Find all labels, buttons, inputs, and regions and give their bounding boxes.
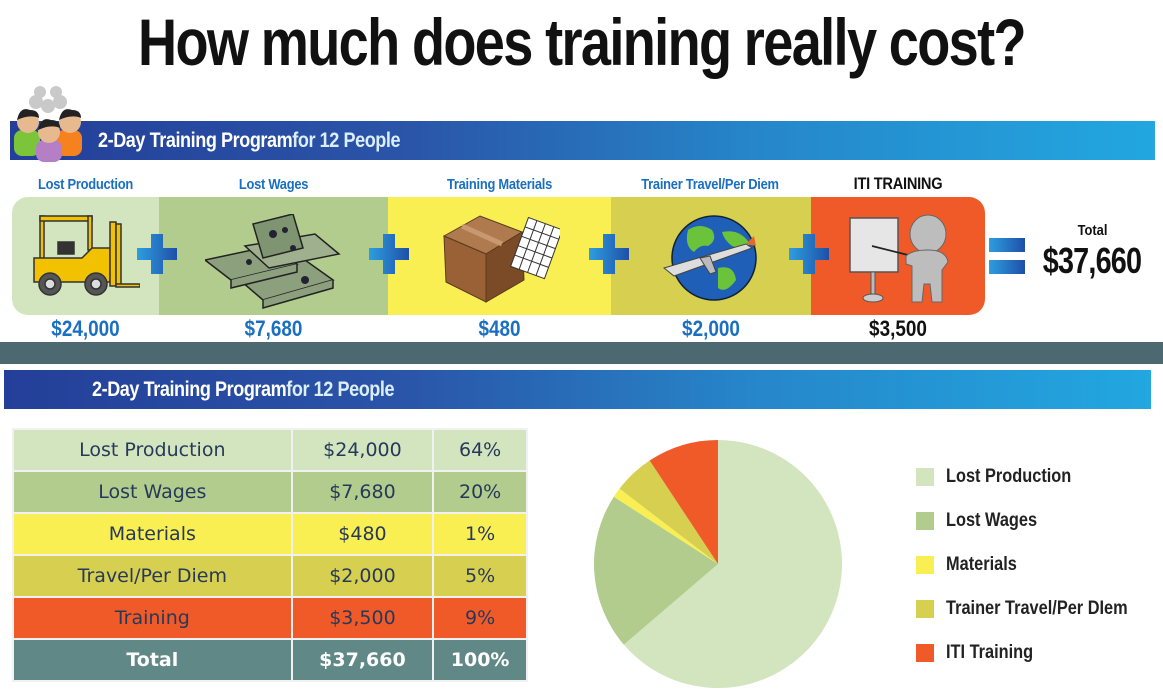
money-stack-icon	[205, 214, 341, 309]
legend-swatch	[916, 512, 934, 530]
category-label-iti-training: ITI TRAINING	[853, 174, 943, 193]
page-title: How much does training really cost?	[138, 5, 1027, 79]
pie-slice-materials	[613, 488, 718, 564]
legend-swatch	[916, 600, 934, 618]
cost-breakdown-table: Lost Production $24,000 64% Lost Wages $…	[12, 428, 528, 682]
legend-item: Materials	[916, 543, 1157, 587]
row-percent: 1%	[432, 512, 528, 556]
total-label: Total	[1077, 222, 1108, 239]
banner-title-main: 2-Day Training Program	[98, 128, 293, 152]
plus-icon	[789, 234, 829, 274]
plus-icon	[369, 234, 409, 274]
total-value: $37,660	[1042, 240, 1142, 281]
banner-title-suffix: for 12 People	[292, 128, 401, 152]
row-label: Travel/Per Diem	[12, 554, 293, 598]
section-divider	[0, 342, 1163, 364]
legend-item: ITI Training	[916, 631, 1157, 675]
cost-pie-chart	[594, 440, 842, 688]
total-row-percent: 100%	[432, 638, 528, 682]
plus-icon	[137, 234, 177, 274]
amount-iti-training: $3,500	[869, 316, 927, 341]
chart-legend: Lost Production Lost Wages Materials Traine…	[916, 455, 1157, 675]
legend-item: Trainer Travel/Per DIem	[916, 587, 1157, 631]
equals-icon	[989, 238, 1025, 274]
amount-training-materials: $480	[478, 316, 521, 341]
people-group-icon	[14, 86, 82, 162]
table-row: Materials $480 1%	[12, 512, 528, 556]
bottom-banner: 2-Day Training Program for 12 People	[4, 370, 1151, 409]
plus-icon	[589, 234, 629, 274]
legend-label: Trainer Travel/Per DIem	[946, 598, 1128, 619]
total-row-label: Total	[12, 638, 293, 682]
table-row: Lost Wages $7,680 20%	[12, 470, 528, 514]
table-total-row: Total $37,660 100%	[12, 638, 528, 682]
legend-label: Materials	[946, 554, 1017, 575]
row-percent: 5%	[432, 554, 528, 598]
legend-swatch	[916, 468, 934, 486]
row-percent: 9%	[432, 596, 528, 640]
table-row: Travel/Per Diem $2,000 5%	[12, 554, 528, 598]
forklift-icon	[33, 215, 140, 296]
box-and-paper-icon	[442, 215, 560, 303]
row-value: $24,000	[290, 428, 435, 472]
amount-lost-wages: $7,680	[244, 316, 303, 341]
legend-label: ITI Training	[946, 642, 1034, 663]
row-label: Training	[12, 596, 293, 640]
row-value: $7,680	[290, 470, 435, 514]
row-percent: 64%	[432, 428, 528, 472]
banner-title-suffix: for 12 People	[286, 377, 395, 401]
row-label: Materials	[12, 512, 293, 556]
total-row-value: $37,660	[290, 638, 435, 682]
category-label-training-materials: Training Materials	[446, 176, 553, 193]
legend-label: Lost Wages	[946, 510, 1038, 531]
row-label: Lost Wages	[12, 470, 293, 514]
legend-swatch	[916, 644, 934, 662]
row-value: $480	[290, 512, 435, 556]
globe-airplane-icon	[662, 215, 757, 301]
bottom-banner-title: 2-Day Training Program for 12 People	[92, 370, 395, 409]
amount-lost-production: $24,000	[51, 316, 120, 341]
row-value: $2,000	[290, 554, 435, 598]
row-percent: 20%	[432, 470, 528, 514]
row-value: $3,500	[290, 596, 435, 640]
top-banner: 2-Day Training Program for 12 People	[10, 121, 1155, 160]
banner-title-main: 2-Day Training Program	[92, 377, 287, 401]
top-banner-title: 2-Day Training Program for 12 People	[98, 121, 401, 160]
legend-item: Lost Production	[916, 455, 1157, 499]
pie-slice-iti-training	[649, 440, 718, 564]
category-label-lost-wages: Lost Wages	[238, 176, 309, 193]
category-label-trainer-travel: Trainer Travel/Per Diem	[641, 176, 779, 193]
trainer-presentation-icon	[849, 214, 949, 303]
legend-item: Lost Wages	[916, 499, 1157, 543]
pie-slice-trainer-travel-per-diem	[619, 460, 718, 564]
category-label-lost-production: Lost Production	[37, 176, 134, 193]
legend-swatch	[916, 556, 934, 574]
pie-slice-lost-wages	[594, 496, 718, 645]
row-label: Lost Production	[12, 428, 293, 472]
table-row: Training $3,500 9%	[12, 596, 528, 640]
legend-label: Lost Production	[946, 466, 1072, 487]
amount-trainer-travel: $2,000	[682, 316, 740, 341]
pie-slice-lost-production	[623, 440, 842, 688]
table-row: Lost Production $24,000 64%	[12, 428, 528, 472]
